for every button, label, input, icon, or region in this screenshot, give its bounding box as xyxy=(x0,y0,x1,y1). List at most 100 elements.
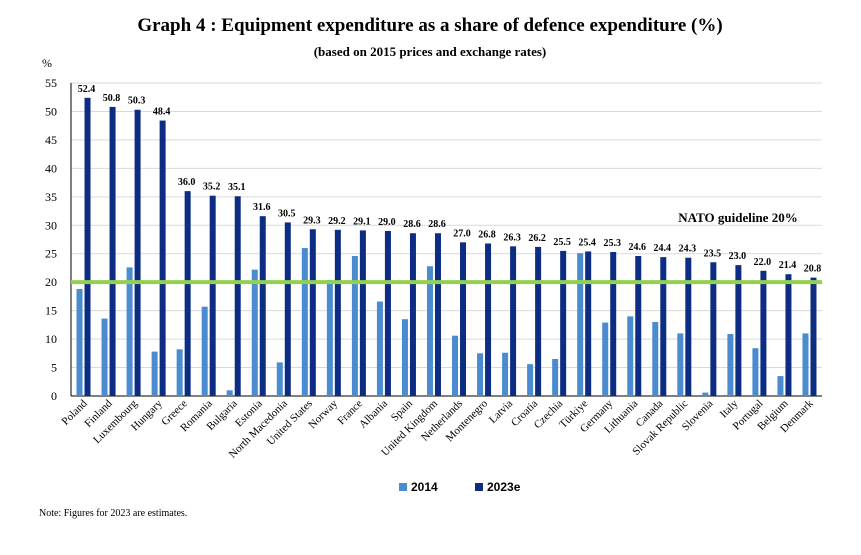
data-label: 26.2 xyxy=(528,233,546,244)
bar-2023e-3 xyxy=(159,120,166,396)
y-tick-label: 15 xyxy=(45,304,57,318)
bar-2023e-19 xyxy=(560,250,567,396)
y-tick-label: 35 xyxy=(45,190,57,204)
bar-2014-27 xyxy=(752,348,759,396)
bar-2023e-4 xyxy=(184,191,191,396)
data-label: 26.8 xyxy=(478,229,496,240)
bar-2023e-22 xyxy=(635,256,642,396)
bar-2014-16 xyxy=(477,353,484,396)
bar-2023e-27 xyxy=(760,270,767,396)
y-tick-label: 5 xyxy=(51,361,57,375)
data-label: 20.8 xyxy=(804,264,822,275)
y-tick-label: 0 xyxy=(51,389,57,403)
data-label: 25.3 xyxy=(603,238,621,249)
data-label: 48.4 xyxy=(153,107,171,118)
data-label: 50.8 xyxy=(103,93,121,104)
data-label: 29.1 xyxy=(353,216,371,227)
y-tick-label: 10 xyxy=(45,332,57,346)
bar-2014-20 xyxy=(577,253,584,396)
data-label: 21.4 xyxy=(779,260,797,271)
legend-swatch-2014 xyxy=(399,483,407,491)
bar-2014-13 xyxy=(401,319,408,396)
bar-2023e-7 xyxy=(259,216,266,396)
y-tick-label: 30 xyxy=(45,218,57,232)
bar-2014-18 xyxy=(527,364,534,396)
data-label: 29.0 xyxy=(378,217,396,228)
bar-2014-15 xyxy=(452,335,459,396)
bar-2014-26 xyxy=(727,333,734,396)
bar-2023e-21 xyxy=(610,252,617,396)
data-label: 35.1 xyxy=(228,182,246,193)
y-tick-label: 20 xyxy=(45,275,57,289)
data-label: 25.5 xyxy=(553,237,571,248)
bar-2014-3 xyxy=(151,351,158,396)
bar-2014-21 xyxy=(602,322,609,396)
bar-2023e-25 xyxy=(710,262,717,396)
chart-note: Note: Figures for 2023 are estimates. xyxy=(39,508,188,519)
x-tick-label: Norway xyxy=(306,397,340,431)
bar-2014-19 xyxy=(552,359,559,396)
reference-line-label: NATO guideline 20% xyxy=(678,210,797,225)
bar-2014-7 xyxy=(251,269,258,396)
bar-2023e-12 xyxy=(384,230,391,396)
bar-2014-9 xyxy=(301,248,308,396)
legend-swatch-2023e xyxy=(475,483,483,491)
bar-2023e-6 xyxy=(234,196,241,396)
bar-2014-14 xyxy=(426,266,433,396)
bar-2023e-18 xyxy=(535,246,542,396)
bar-2023e-5 xyxy=(209,195,216,396)
bar-2014-24 xyxy=(677,333,684,396)
bar-2014-2 xyxy=(126,267,133,396)
bar-2023e-24 xyxy=(685,257,692,396)
bar-2014-0 xyxy=(76,289,83,396)
bar-2014-1 xyxy=(101,318,108,396)
legend-label-2023e: 2023e xyxy=(487,480,521,494)
data-label: 35.2 xyxy=(203,182,221,193)
bar-2014-28 xyxy=(777,376,784,396)
bar-2014-11 xyxy=(351,256,358,396)
data-label: 29.3 xyxy=(303,215,321,226)
data-label: 23.5 xyxy=(704,248,722,259)
bar-2014-22 xyxy=(627,316,634,396)
data-label: 31.6 xyxy=(253,202,271,213)
bar-2023e-26 xyxy=(735,265,742,396)
chart-title: Graph 4 : Equipment expenditure as a sha… xyxy=(137,15,722,36)
y-tick-label: 40 xyxy=(45,161,57,175)
bar-2023e-20 xyxy=(585,251,592,396)
data-label: 29.2 xyxy=(328,216,346,227)
data-label: 36.0 xyxy=(178,177,196,188)
bar-2014-6 xyxy=(226,390,233,396)
bar-2023e-15 xyxy=(460,242,467,396)
bar-2023e-2 xyxy=(134,109,141,396)
legend-label-2014: 2014 xyxy=(411,480,438,494)
bar-2023e-17 xyxy=(510,246,517,396)
bar-2023e-28 xyxy=(785,274,792,396)
data-label: 30.5 xyxy=(278,208,296,219)
data-label: 24.4 xyxy=(654,243,672,254)
bar-2023e-10 xyxy=(334,229,341,396)
y-axis-label: % xyxy=(42,56,52,70)
bar-2014-5 xyxy=(201,306,208,396)
data-label: 26.3 xyxy=(503,232,521,243)
bar-2023e-29 xyxy=(810,277,817,396)
data-label: 25.4 xyxy=(578,237,596,248)
data-label: 24.3 xyxy=(679,244,697,255)
data-label: 27.0 xyxy=(453,228,471,239)
data-label: 28.6 xyxy=(428,219,446,230)
chart-subtitle: (based on 2015 prices and exchange rates… xyxy=(314,44,547,59)
data-label: 22.0 xyxy=(754,257,772,268)
bar-2023e-23 xyxy=(660,257,667,396)
bar-2023e-1 xyxy=(109,106,116,396)
bar-2023e-16 xyxy=(485,243,492,396)
bar-2014-25 xyxy=(702,392,709,396)
bar-2014-4 xyxy=(176,349,183,396)
bar-2014-12 xyxy=(376,301,383,396)
bar-2014-8 xyxy=(276,362,283,396)
y-tick-label: 50 xyxy=(45,104,57,118)
bar-2023e-0 xyxy=(84,97,91,397)
bar-2023e-14 xyxy=(434,233,441,396)
bar-2014-23 xyxy=(652,322,659,396)
data-label: 52.4 xyxy=(78,84,96,95)
y-tick-label: 25 xyxy=(45,247,57,261)
